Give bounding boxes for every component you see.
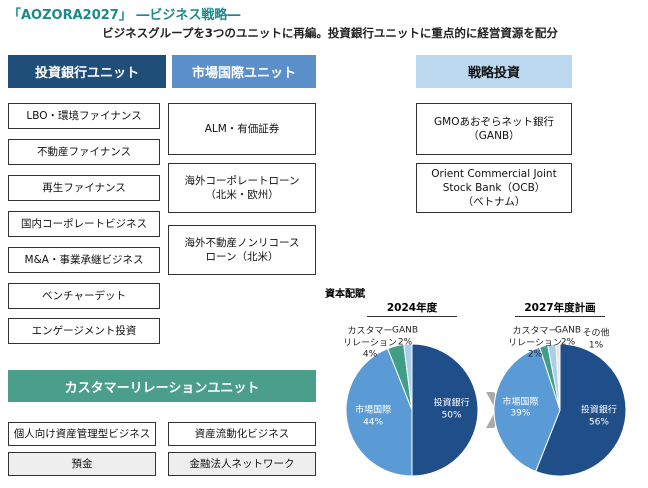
pie-slice (345, 347, 413, 477)
item-box: LBO・環境ファイナンス (8, 103, 160, 129)
item-box: 不動産ファイナンス (8, 139, 160, 165)
item-box: ALM・有価証券 (168, 103, 316, 155)
pie-slice (411, 343, 479, 477)
slice-label: 投資銀行 50% (434, 398, 470, 421)
pie-title: 2024年度 (367, 300, 457, 317)
slice-name: 投資銀行 (580, 405, 617, 416)
slice-name: GANB (391, 325, 419, 336)
slice-name: その他 (582, 328, 610, 339)
slice-value: 50% (441, 410, 462, 420)
slice-value: 1% (588, 340, 604, 350)
slice-name: 市場国際 (355, 405, 392, 416)
slice-label: 投資銀行 56% (581, 406, 617, 429)
slice-label: GANB 2% (392, 325, 418, 348)
slice-label: 市場国際 44% (355, 406, 391, 429)
slice-label: カスタマー リレーション 2% (508, 326, 562, 361)
slice-name: 市場国際 (502, 397, 539, 408)
unit-header: 市場国際ユニット (172, 55, 316, 88)
slice-label: その他 1% (582, 328, 609, 351)
pie-slice (403, 343, 413, 411)
item-box: 資産流動化ビジネス (168, 422, 316, 446)
slice-label: カスタマー リレーション 4% (343, 326, 397, 361)
unit-header: カスタマーリレーションユニット (8, 370, 316, 402)
slice-name: カスタマー リレーション (343, 326, 397, 349)
pie-slice (555, 343, 561, 411)
slice-label: 市場国際 39% (502, 397, 538, 420)
slice-value: 2% (560, 337, 576, 347)
slice-label: GANB 2% (555, 325, 581, 348)
unit-header: 投資銀行ユニット (8, 55, 166, 88)
slice-value: 2% (397, 337, 413, 347)
pie-title: 2027年度計画 (515, 300, 605, 317)
section-title: 資本配賦 (325, 289, 365, 300)
item-box: 個人向け資産管理型ビジネス (8, 422, 156, 446)
slice-name: GANB (554, 325, 582, 336)
item-box: 海外コーポレートローン （北米・欧州） (168, 163, 316, 213)
slice-value: 44% (363, 417, 384, 428)
item-box: ベンチャーデット (8, 283, 160, 309)
title: 「AOZORA2027」 ―ビジネス戦略― (8, 8, 241, 23)
slice-name: 投資銀行 (433, 398, 470, 409)
item-box: 国内コーポレートビジネス (8, 211, 160, 237)
slice-value: 56% (588, 417, 609, 428)
item-box: 再生ファイナンス (8, 175, 160, 201)
pie-slice (535, 343, 627, 477)
item-box: 海外不動産ノンリコース ローン（北米） (168, 225, 316, 275)
slice-value: 2% (527, 349, 543, 360)
item-box: GMOあおぞらネット銀行 （GANB） (416, 103, 572, 155)
pie-slice (493, 346, 561, 473)
item-box: エンゲージメント投資 (8, 318, 160, 344)
slice-value: 4% (362, 349, 378, 360)
item-box: Orient Commercial Joint Stock Bank（OCB） … (416, 163, 572, 213)
item-box: M&A・事業承継ビジネス (8, 247, 160, 273)
slice-name: カスタマー リレーション (508, 326, 562, 349)
slice-value: 39% (510, 408, 531, 419)
unit-header: 戦略投資 (416, 55, 572, 88)
item-box: 金融法人ネットワーク (168, 452, 316, 476)
subtitle: ビジネスグループを3つのユニットに再編。投資銀行ユニットに重点的に経営資源を配分 (102, 26, 558, 40)
item-box: 預金 (8, 452, 156, 476)
